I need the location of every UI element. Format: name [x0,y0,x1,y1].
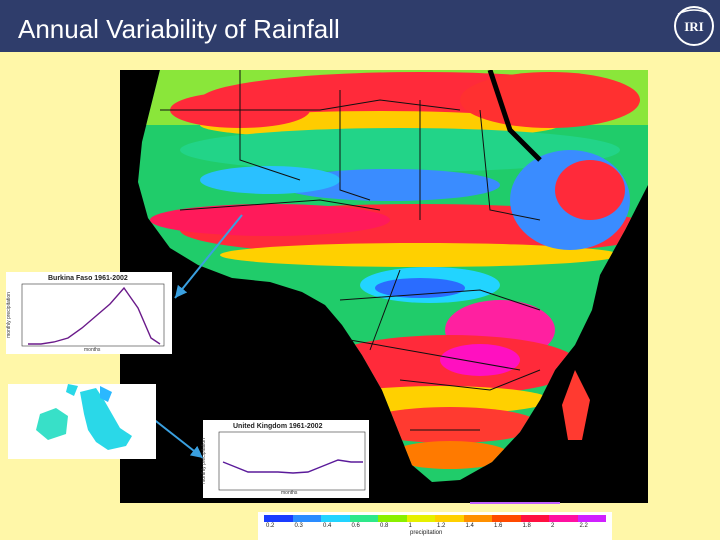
legend-swatch [406,515,435,522]
legend-swatch [492,515,521,522]
logo-text: IRI [684,19,704,34]
legend-swatch [292,515,321,522]
legend-swatch [549,515,578,522]
legend-swatch [520,515,549,522]
legend-colorbar [264,515,606,522]
legend-ticks: 0.2 0.3 0.4 0.6 0.8 1 1.2 1.4 1.6 1.8 2 2.2 [264,523,606,531]
africa-rainfall-map [120,70,648,503]
burkina-ylabel: monthly precipitation [5,292,12,338]
legend-swatch [378,515,407,522]
uk-ylabel: monthly precipitation [200,438,207,484]
legend-tick-label: 0.8 [380,523,389,529]
legend-swatch [264,515,293,522]
uk-xlabel: months [281,490,298,496]
legend-tick-label: 0.3 [294,523,303,529]
legend-tick-label: 0.2 [266,523,275,529]
uk-inset-title: United Kingdom 1961-2002 [233,423,323,430]
legend-tick-label: 0.4 [323,523,332,529]
legend-swatch [435,515,464,522]
slide-header: Annual Variability of Rainfall IRI [0,0,720,52]
legend-tick-label: 0.6 [351,523,360,529]
uk-map-graphic [36,384,132,450]
legend-tick-label: 1 [408,523,412,529]
legend-tick-label: 2 [551,523,555,529]
madagascar [562,370,590,440]
legend-swatch [577,515,606,522]
precipitation-legend: 0.2 0.3 0.4 0.6 0.8 1 1.2 1.4 1.6 1.8 2 2.2 precipi… [258,512,612,540]
legend-tick-label: 2.2 [579,523,588,529]
burkina-inset-title: Burkina Faso 1961-2002 [48,275,128,282]
arrow-uk [151,417,204,459]
red-sea [487,70,542,162]
legend-tick-label: 1.6 [494,523,503,529]
legend-tick-label: 1.2 [437,523,446,529]
iri-logo: IRI [674,6,714,46]
map-graphic [138,70,648,482]
legend-label: precipitation [410,530,443,536]
uk-inset: United Kingdom 1961-2002 monthly precipi… [200,420,369,498]
legend-swatch [321,515,350,522]
arrow-burkina [174,214,243,299]
legend-tick-label: 1.4 [465,523,474,529]
legend-swatch [349,515,378,522]
country-borders [160,70,541,431]
legend-tick-label: 1.8 [522,523,531,529]
slide-title: Annual Variability of Rainfall [18,14,340,44]
burkina-xlabel: months [84,347,101,353]
legend-swatch [463,515,492,522]
uk-map-inset [8,384,156,459]
burkina-chart [21,283,165,347]
uk-chart [218,431,366,491]
burkina-inset: Burkina Faso 1961-2002 monthly precipita… [6,272,172,354]
